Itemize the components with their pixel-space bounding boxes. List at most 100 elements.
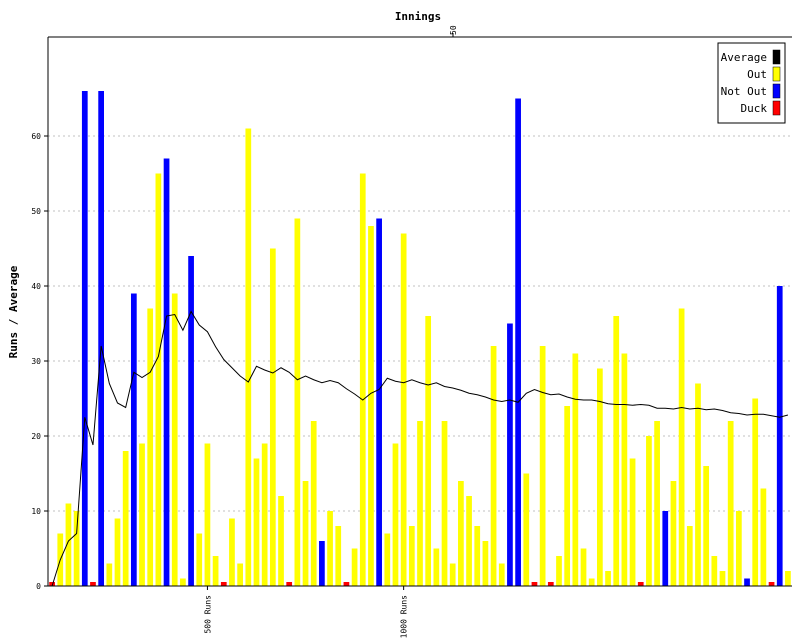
innings-bar — [294, 218, 301, 586]
innings-bar — [425, 316, 432, 586]
legend-label: Duck — [741, 102, 768, 115]
axes — [47, 36, 792, 587]
innings-bar — [752, 398, 759, 586]
innings-bar — [515, 98, 521, 586]
chart-title: Innings — [395, 10, 441, 23]
innings-bar — [220, 582, 227, 586]
innings-bar — [621, 353, 628, 586]
innings-bar — [629, 458, 636, 586]
innings-bar — [130, 293, 137, 586]
innings-bar — [498, 563, 505, 586]
innings-bar — [212, 556, 219, 586]
innings-bar — [49, 582, 55, 586]
innings-bar — [597, 368, 603, 586]
innings-bar — [646, 436, 652, 586]
innings-bar — [261, 443, 268, 586]
y-tick-label: 50 — [31, 207, 41, 216]
innings-bar — [237, 563, 243, 586]
innings-bar — [253, 458, 260, 586]
innings-bar — [785, 571, 791, 586]
innings-bar — [204, 443, 211, 586]
innings-bar — [286, 582, 293, 586]
innings-bar — [507, 323, 513, 586]
innings-bar — [678, 308, 685, 586]
innings-bar — [400, 233, 407, 586]
innings-bar — [139, 443, 145, 586]
runs-markers: 500 Runs 1000 Runs — [203, 586, 409, 639]
runs-marker-label: 500 Runs — [203, 595, 212, 634]
y-ticks: 0 10 20 30 40 50 60 — [31, 132, 48, 591]
innings-bar — [711, 556, 718, 586]
innings-bar — [163, 158, 170, 586]
innings-bar — [580, 548, 587, 586]
innings-bar — [147, 308, 154, 586]
y-tick-label: 40 — [31, 282, 41, 291]
legend-label: Not Out — [721, 85, 767, 98]
innings-bar — [155, 173, 162, 586]
innings-bar — [441, 421, 448, 586]
top-tick-label: 50 — [449, 25, 458, 35]
legend-swatch — [772, 100, 781, 116]
innings-bar — [449, 563, 456, 586]
innings-bar — [490, 346, 497, 586]
innings-bar — [229, 518, 235, 586]
innings-bar — [547, 582, 554, 586]
innings-bar — [482, 541, 489, 586]
runs-marker-label: 1000 Runs — [400, 595, 409, 639]
y-tick-label: 0 — [36, 582, 41, 591]
innings-bar — [376, 218, 382, 586]
y-tick-label: 30 — [31, 357, 41, 366]
innings-bar — [368, 226, 374, 586]
innings-bar — [760, 488, 767, 586]
innings-bar — [278, 496, 284, 586]
innings-bar — [670, 481, 677, 586]
innings-bar — [466, 496, 472, 586]
innings-bar — [327, 511, 333, 586]
innings-bar — [65, 503, 72, 586]
legend-swatch — [772, 49, 781, 65]
y-tick-label: 60 — [31, 132, 41, 141]
innings-bar — [269, 248, 276, 586]
innings-bar — [408, 526, 415, 586]
innings-bar — [335, 526, 342, 586]
innings-bar — [768, 582, 775, 586]
innings-bar — [171, 293, 178, 586]
legend: Average Out Not Out Duck — [717, 42, 786, 124]
innings-bar — [351, 548, 358, 586]
legend-label: Out — [747, 68, 767, 81]
innings-bar — [359, 173, 366, 586]
innings-bar — [73, 511, 80, 586]
innings-bar — [343, 582, 350, 586]
innings-bar — [114, 518, 121, 586]
innings-bar — [106, 563, 113, 586]
innings-bar — [776, 286, 783, 586]
innings-bar — [417, 421, 423, 586]
innings-bar — [556, 556, 562, 586]
innings-bar — [90, 582, 96, 586]
innings-bar — [588, 578, 595, 586]
innings-bar — [662, 511, 669, 586]
innings-bar — [727, 421, 734, 586]
innings-bar — [686, 526, 693, 586]
innings-bar — [523, 473, 530, 586]
innings-bar — [392, 443, 399, 586]
innings-bar — [180, 578, 186, 586]
y-axis-label: Runs / Average — [7, 265, 20, 358]
innings-bar — [736, 511, 742, 586]
innings-bar — [703, 466, 710, 586]
bars-group — [49, 91, 791, 586]
innings-bar — [564, 406, 571, 586]
innings-bar — [654, 421, 660, 586]
innings-bar — [458, 481, 464, 586]
innings-bar — [744, 578, 750, 586]
innings-bar — [719, 571, 726, 586]
innings-bar — [188, 256, 194, 586]
innings-bar — [539, 346, 546, 586]
innings-bar — [613, 316, 620, 586]
innings-bar — [122, 451, 129, 586]
innings-bar — [98, 91, 104, 586]
innings-bar — [81, 91, 88, 586]
innings-bar — [695, 383, 701, 586]
legend-label: Average — [721, 51, 767, 64]
